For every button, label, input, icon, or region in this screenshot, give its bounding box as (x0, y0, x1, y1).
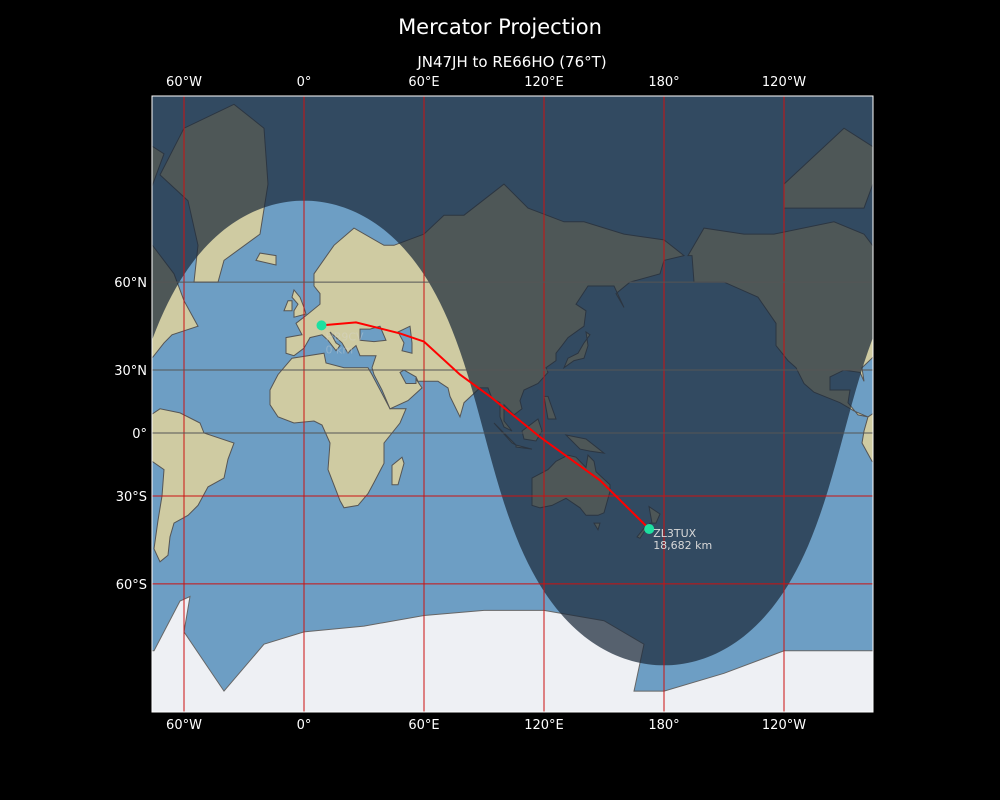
top-lon-tick-label: 60°W (166, 75, 202, 90)
bottom-lon-tick-label: 60°E (408, 718, 439, 733)
black-sea (359, 325, 387, 343)
bottom-lon-tick-label: 120°E (524, 718, 564, 733)
landmass-antarctica (152, 595, 665, 712)
landmass-iceland (976, 253, 996, 265)
start-marker[interactable] (316, 320, 327, 331)
bottom-lon-tick-label: 120°W (762, 718, 806, 733)
landmass-greenland (880, 104, 988, 282)
night-shade-region (152, 96, 873, 666)
top-lon-tick-label: 120°E (524, 75, 564, 90)
map-frame (151, 95, 874, 713)
lat-tick-label: 30°N (114, 364, 147, 379)
lat-tick-label: 60°S (116, 578, 147, 593)
great-circle-route (321, 321, 650, 530)
landmass-iceland (255, 252, 277, 266)
bottom-lon-tick-label: 60°W (166, 718, 202, 733)
landmass-madagascar (391, 456, 405, 486)
start-distance-label: 0 km (326, 343, 354, 356)
lat-tick-label: 0° (132, 427, 147, 442)
graticule (152, 96, 873, 712)
lat-tick-label: 30°S (116, 490, 147, 505)
landmass-south-america (861, 412, 873, 463)
top-lon-tick-label: 60°E (408, 75, 439, 90)
end-callsign-label: ZL3TUX (653, 527, 696, 540)
top-lon-tick-label: 0° (297, 75, 312, 90)
end-distance-label: 18,682 km (653, 539, 712, 552)
bottom-lon-tick-label: 0° (297, 718, 312, 733)
landmass-antarctica (663, 650, 873, 712)
top-lon-tick-label: 180° (648, 75, 679, 90)
top-lon-tick-label: 120°W (762, 75, 806, 90)
landmass-uk (291, 288, 307, 318)
landmass-ireland (283, 300, 293, 312)
lat-tick-label: 60°N (114, 276, 147, 291)
start-callsign-label: HB9CV (326, 330, 364, 343)
end-marker[interactable] (644, 523, 655, 534)
landmass-arctic-islands (152, 145, 165, 188)
axis-ticks: 60°W 60°W 0° 0° 60°E 60°E 120°E 120°E 180° 180° 12… (114, 75, 806, 733)
landmass-africa (990, 353, 1000, 508)
map-area[interactable]: HB9CV 0 km ZL3TUX 18,682 km (0, 90, 1000, 792)
map-subtitle: JN47JH to RE66HO (76°T) (416, 53, 606, 71)
figure-title: Mercator Projection (398, 15, 602, 39)
bottom-lon-tick-label: 180° (648, 718, 679, 733)
landmass-south-america (152, 408, 235, 563)
